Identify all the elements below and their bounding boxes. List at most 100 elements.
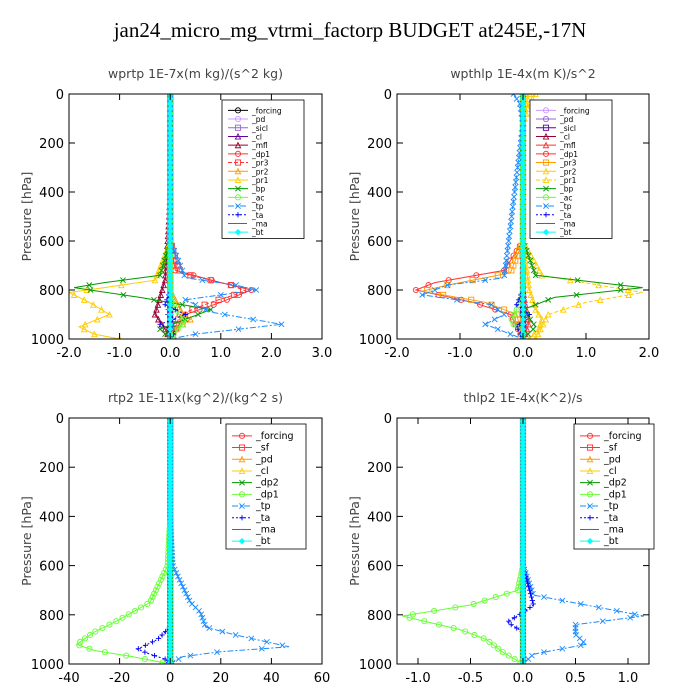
legend-label: _ma bbox=[603, 524, 624, 535]
data-point bbox=[195, 311, 201, 318]
x-tick-label: -1.0 bbox=[447, 346, 472, 361]
legend-label: _ta bbox=[603, 513, 618, 524]
data-point bbox=[499, 649, 506, 656]
data-point bbox=[156, 296, 163, 303]
panel-4: -1.0 -0.5 0.0 0.5 1.0 0 200 400 600 800 1000 thlp2 … bbox=[347, 390, 655, 686]
y-axis-label: Pressure [hPa] bbox=[19, 496, 34, 586]
data-point bbox=[480, 635, 487, 642]
legend-label: _bp bbox=[251, 185, 266, 194]
legend-label: _dp1 bbox=[559, 150, 578, 159]
legend-label: _dp1 bbox=[251, 150, 270, 159]
y-tick-label: 0 bbox=[384, 88, 392, 103]
data-point bbox=[119, 614, 126, 621]
legend-marker bbox=[238, 467, 246, 474]
data-point bbox=[186, 597, 193, 604]
data-point bbox=[527, 591, 534, 597]
data-point bbox=[159, 632, 165, 638]
data-point bbox=[82, 635, 89, 642]
data-point bbox=[450, 625, 457, 632]
data-point bbox=[184, 594, 191, 601]
data-point bbox=[545, 296, 552, 303]
data-point bbox=[580, 638, 587, 645]
legend-marker bbox=[543, 203, 549, 209]
legend-marker bbox=[239, 515, 245, 521]
data-point bbox=[106, 310, 113, 318]
legend-label: _ma bbox=[255, 524, 276, 535]
legend-box bbox=[529, 99, 613, 239]
legend-label: _ta bbox=[559, 211, 571, 220]
data-point bbox=[159, 659, 166, 664]
data-point bbox=[530, 330, 538, 338]
data-point bbox=[501, 311, 508, 318]
legend-marker bbox=[238, 537, 246, 545]
x-tick-label: 3.0 bbox=[312, 346, 333, 361]
data-point bbox=[595, 604, 602, 611]
data-point bbox=[526, 584, 532, 590]
data-point bbox=[406, 614, 413, 621]
legend-label: _ma bbox=[559, 219, 576, 228]
panel-title: thlp2 1E-4x(K^2)/s bbox=[464, 390, 583, 405]
data-point bbox=[631, 611, 638, 618]
panel-1: -2.0 -1.0 0.0 1.0 2.0 3.0 0 200 400 600 800 1000 wpr… bbox=[19, 66, 332, 361]
x-tick-label: 60 bbox=[314, 671, 331, 686]
data-point bbox=[248, 635, 255, 642]
data-point bbox=[162, 331, 169, 338]
data-point bbox=[494, 272, 501, 279]
data-point bbox=[201, 621, 208, 628]
data-point bbox=[516, 149, 523, 156]
data-point bbox=[154, 583, 161, 590]
data-point bbox=[200, 618, 207, 625]
legend-label: _pd bbox=[251, 115, 266, 124]
data-point bbox=[278, 321, 285, 328]
legend-label: _bt bbox=[559, 228, 572, 237]
plot-frame bbox=[68, 93, 323, 340]
data-point bbox=[176, 576, 183, 583]
data-point bbox=[80, 325, 88, 333]
data-point bbox=[189, 306, 196, 313]
legend-marker bbox=[235, 203, 241, 209]
data-point bbox=[123, 652, 130, 659]
data-point bbox=[506, 233, 513, 240]
x-tick-label: 20 bbox=[213, 671, 230, 686]
data-point bbox=[217, 291, 224, 298]
data-point bbox=[182, 296, 189, 303]
data-point bbox=[147, 597, 154, 604]
data-point bbox=[149, 594, 156, 601]
data-point bbox=[514, 625, 520, 631]
legend-marker bbox=[542, 176, 550, 183]
data-point bbox=[507, 331, 514, 338]
data-point bbox=[206, 625, 213, 632]
data-point bbox=[214, 649, 220, 656]
data-point bbox=[179, 583, 186, 590]
data-point bbox=[99, 625, 106, 632]
data-point bbox=[158, 286, 166, 294]
legend-label: _dp2 bbox=[255, 478, 279, 489]
legend-label: _mfl bbox=[559, 141, 576, 150]
legend-label: _pd bbox=[559, 115, 574, 124]
y-axis-label: Pressure [hPa] bbox=[347, 172, 362, 262]
legend: _forcing_sf_pd_cl_dp2_dp1_tp_ta_ma_bt bbox=[573, 423, 655, 550]
data-point bbox=[435, 621, 443, 628]
legend-label: _bt bbox=[255, 536, 271, 547]
y-tick-label: 400 bbox=[367, 510, 392, 525]
data-point bbox=[199, 614, 206, 621]
data-point bbox=[520, 336, 526, 339]
data-point bbox=[452, 604, 459, 611]
data-point bbox=[617, 287, 624, 293]
series-line-dp1 bbox=[402, 418, 524, 664]
data-point bbox=[524, 105, 532, 112]
data-point bbox=[221, 311, 228, 318]
data-point bbox=[514, 164, 521, 171]
data-point bbox=[181, 587, 188, 594]
y-tick-label: 200 bbox=[39, 137, 64, 152]
data-point bbox=[431, 287, 438, 293]
legend-marker bbox=[234, 167, 242, 175]
data-point bbox=[419, 291, 426, 298]
data-point bbox=[532, 305, 539, 313]
data-point bbox=[501, 267, 508, 274]
data-point bbox=[509, 203, 516, 210]
data-point bbox=[471, 631, 478, 639]
data-point bbox=[513, 174, 520, 181]
data-point bbox=[179, 267, 186, 274]
